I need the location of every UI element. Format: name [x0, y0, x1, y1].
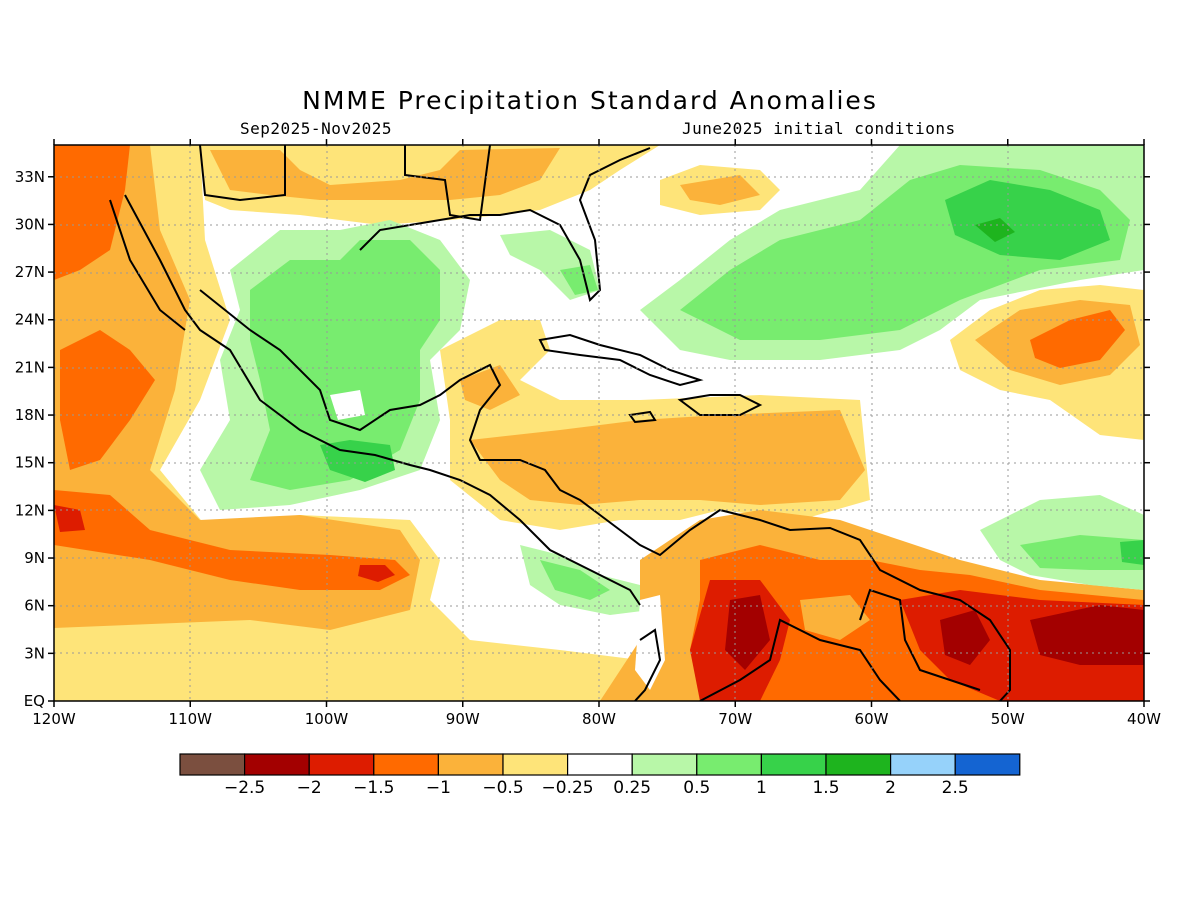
- lon-tick-label: 110W: [169, 710, 213, 728]
- colorbar-swatch: [308, 753, 375, 776]
- lon-tick-label: 120W: [32, 710, 76, 728]
- initial-conditions: June2025 initial conditions: [682, 119, 956, 138]
- lat-tick-label: 30N: [15, 215, 45, 233]
- lat-tick-label: 12N: [15, 501, 45, 519]
- lon-tick-label: 40W: [1127, 710, 1161, 728]
- lon-tick-label: 90W: [446, 710, 480, 728]
- colorbar-swatch: [696, 753, 762, 776]
- lat-tick-label: 3N: [24, 644, 45, 662]
- colorbar-label: 1: [756, 778, 767, 798]
- map-title: NMME Precipitation Standard Anomalies: [302, 86, 878, 115]
- colorbar-label: 2.5: [942, 778, 969, 798]
- gridlines: [54, 145, 1144, 701]
- colorbar-swatch: [566, 753, 633, 776]
- colorbar-legend: −2.5 −2 −1.5 −1 −0.5 −0.25 0.25 0.5 1 1.5 2 2.5: [179, 753, 1021, 798]
- lat-tick-label: 18N: [15, 406, 45, 424]
- colorbar-swatch: [954, 753, 1021, 776]
- anomaly-field: [54, 145, 1144, 701]
- lon-tick-label: 100W: [305, 710, 349, 728]
- colorbar-swatch: [437, 753, 504, 776]
- lon-tick-label: 60W: [855, 710, 889, 728]
- axis-ticks: 120W 110W 100W 90W 80W 70W 60W 50W 40W 33N 30N 27N 2…: [15, 139, 1161, 728]
- coastlines: [109, 145, 1011, 701]
- lat-tick-label: 9N: [24, 549, 45, 567]
- colorbar-swatch: [373, 753, 439, 776]
- colorbar-label: −2.5: [224, 778, 265, 798]
- colorbar-label: 1.5: [812, 778, 839, 798]
- colorbar-label: 2: [885, 778, 896, 798]
- lon-tick-label: 70W: [718, 710, 752, 728]
- lat-tick-label: 21N: [15, 358, 45, 376]
- lat-tick-label: 27N: [15, 263, 45, 281]
- forecast-period: Sep2025-Nov2025: [240, 119, 392, 138]
- colorbar-label: 0.25: [613, 778, 651, 798]
- colorbar-swatch: [825, 753, 892, 776]
- colorbar-label: −0.25: [542, 778, 594, 798]
- colorbar-label: −1: [426, 778, 451, 798]
- colorbar-label: 0.5: [683, 778, 710, 798]
- lon-tick-label: 50W: [991, 710, 1025, 728]
- colorbar-swatch: [502, 753, 569, 776]
- colorbar-label: −2: [297, 778, 322, 798]
- lon-tick-label: 80W: [582, 710, 616, 728]
- colorbar-swatch: [889, 753, 956, 776]
- colorbar-swatch: [760, 753, 827, 776]
- lat-tick-label: EQ: [24, 692, 45, 710]
- lat-tick-label: 33N: [15, 168, 45, 186]
- colorbar-swatch: [244, 753, 310, 776]
- colorbar-swatch: [179, 753, 246, 776]
- colorbar-label: −1.5: [353, 778, 394, 798]
- colorbar-swatch: [631, 753, 698, 776]
- lat-tick-label: 6N: [24, 597, 45, 615]
- lat-tick-label: 15N: [15, 454, 45, 472]
- colorbar-label: −0.5: [482, 778, 523, 798]
- lat-tick-label: 24N: [15, 311, 45, 329]
